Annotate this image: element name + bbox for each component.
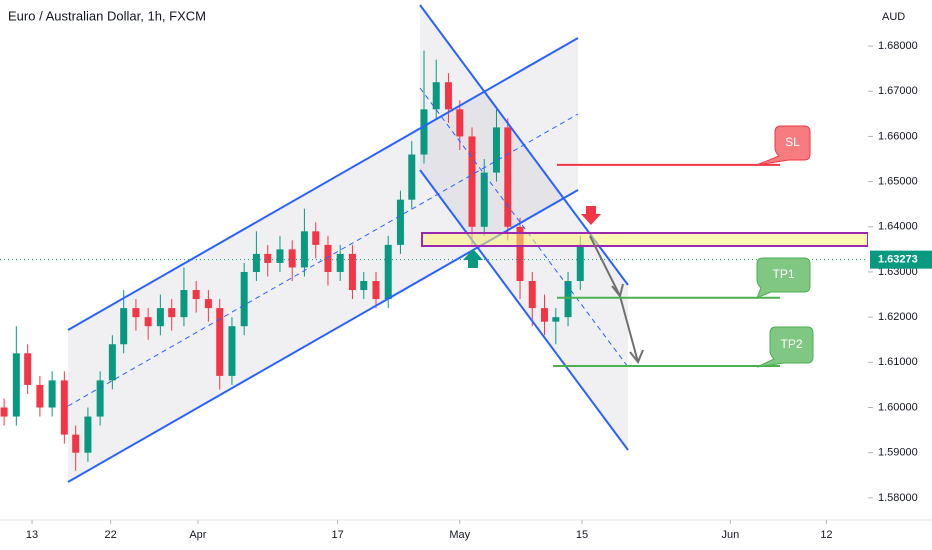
candle-body bbox=[420, 109, 428, 155]
candle-body bbox=[564, 281, 572, 318]
candle-body bbox=[36, 384, 44, 408]
candle-body bbox=[0, 407, 8, 417]
candle-body bbox=[324, 244, 332, 272]
candle-body bbox=[336, 253, 344, 272]
callout-label: TP2 bbox=[780, 337, 802, 351]
candle-body bbox=[276, 249, 284, 263]
chart-title: Euro / Australian Dollar, 1h, FXCM bbox=[8, 8, 206, 23]
candle-body bbox=[252, 253, 260, 272]
candle-body bbox=[348, 253, 356, 291]
x-tick-label: 12 bbox=[820, 529, 832, 541]
last-price-label: 1.63273 bbox=[878, 254, 918, 266]
x-tick-label: 15 bbox=[576, 529, 588, 541]
candle-body bbox=[372, 281, 380, 300]
y-tick-label: 1.62000 bbox=[878, 311, 918, 323]
callout bbox=[756, 326, 814, 368]
y-tick-label: 1.59000 bbox=[878, 447, 918, 459]
resistance-zone bbox=[421, 232, 869, 247]
candle-body bbox=[48, 380, 56, 408]
candle-body bbox=[288, 249, 296, 268]
x-tick-label: May bbox=[449, 529, 470, 541]
y-tick-label: 1.66000 bbox=[878, 130, 918, 142]
candle-body bbox=[180, 290, 188, 318]
y-tick-label: 1.61000 bbox=[878, 356, 918, 368]
candle-body bbox=[504, 127, 512, 227]
axis-label: AUD bbox=[882, 11, 905, 23]
candle-body bbox=[84, 416, 92, 453]
y-tick-label: 1.67000 bbox=[878, 85, 918, 97]
candle-body bbox=[360, 281, 368, 291]
candle-body bbox=[456, 109, 464, 137]
callout-label: TP1 bbox=[772, 267, 794, 281]
x-tick-label: 13 bbox=[26, 529, 38, 541]
candle-body bbox=[552, 317, 560, 322]
candle-body bbox=[108, 344, 116, 381]
callout bbox=[756, 257, 811, 299]
x-tick-label: Apr bbox=[189, 529, 206, 541]
channel-midline bbox=[419, 87, 629, 368]
y-tick-label: 1.68000 bbox=[878, 40, 918, 52]
y-tick-label: 1.58000 bbox=[878, 492, 918, 504]
candle-body bbox=[192, 290, 200, 300]
candle-body bbox=[204, 299, 212, 309]
candle-body bbox=[144, 317, 152, 327]
candle-body bbox=[576, 244, 584, 282]
candle-body bbox=[132, 308, 140, 318]
candle-body bbox=[72, 434, 80, 453]
y-tick-label: 1.64000 bbox=[878, 221, 918, 233]
buy-arrow bbox=[463, 249, 483, 268]
x-tick-label: Jun bbox=[722, 529, 740, 541]
candle-body bbox=[480, 172, 488, 227]
candle-body bbox=[300, 231, 308, 268]
candle-body bbox=[408, 154, 416, 200]
candle-body bbox=[516, 226, 524, 282]
y-tick-label: 1.65000 bbox=[878, 176, 918, 188]
y-tick-label: 1.63000 bbox=[878, 266, 918, 278]
candle-body bbox=[156, 308, 164, 327]
candle-body bbox=[528, 281, 536, 309]
candle-body bbox=[396, 199, 404, 245]
candle-body bbox=[312, 231, 320, 245]
channel-line bbox=[67, 37, 579, 331]
y-tick-label: 1.60000 bbox=[878, 401, 918, 413]
price-axis bbox=[868, 0, 932, 550]
candle-body bbox=[24, 353, 32, 385]
candle-body bbox=[492, 127, 500, 173]
candle-body bbox=[444, 82, 452, 110]
candle-body bbox=[168, 308, 176, 318]
candle-body bbox=[228, 326, 236, 376]
candle-body bbox=[216, 308, 224, 376]
candle-body bbox=[432, 82, 440, 110]
candle-body bbox=[384, 244, 392, 300]
x-tick-label: 22 bbox=[104, 529, 116, 541]
candle-body bbox=[12, 353, 20, 417]
last-price-tag bbox=[870, 250, 932, 269]
callout bbox=[756, 125, 811, 166]
channel-line bbox=[419, 169, 629, 451]
candle-body bbox=[264, 253, 272, 263]
candle-body bbox=[96, 380, 104, 417]
x-tick-label: 17 bbox=[331, 529, 343, 541]
candle-body bbox=[60, 380, 68, 435]
projection-arrow bbox=[589, 235, 644, 364]
candle-body bbox=[240, 271, 248, 327]
candle-body bbox=[468, 136, 476, 227]
candle-body bbox=[540, 308, 548, 322]
callout-label: SL bbox=[785, 135, 800, 149]
candle-body bbox=[120, 308, 128, 345]
sell-arrow bbox=[581, 206, 601, 225]
channel-midline bbox=[67, 113, 579, 407]
ascending-channel-fill bbox=[68, 38, 578, 482]
